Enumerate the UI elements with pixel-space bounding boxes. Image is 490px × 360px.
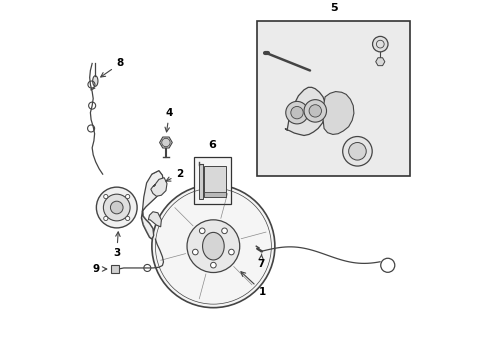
Polygon shape — [141, 171, 164, 239]
Bar — [194, 157, 231, 204]
Polygon shape — [203, 166, 226, 197]
Circle shape — [211, 262, 216, 268]
Circle shape — [104, 216, 108, 221]
Circle shape — [97, 187, 137, 228]
Circle shape — [125, 194, 130, 199]
Ellipse shape — [202, 233, 224, 260]
Circle shape — [110, 201, 123, 214]
Circle shape — [343, 136, 372, 166]
Circle shape — [309, 105, 321, 117]
Text: 7: 7 — [257, 254, 265, 269]
Polygon shape — [160, 137, 172, 148]
Polygon shape — [322, 91, 354, 134]
Text: 4: 4 — [165, 108, 173, 132]
Circle shape — [372, 36, 388, 52]
Circle shape — [152, 185, 275, 308]
Text: 3: 3 — [113, 232, 121, 258]
Circle shape — [103, 194, 130, 221]
Polygon shape — [198, 163, 203, 199]
Polygon shape — [285, 87, 326, 135]
Polygon shape — [151, 177, 167, 196]
Ellipse shape — [93, 76, 98, 86]
Text: 8: 8 — [101, 58, 124, 77]
Circle shape — [104, 194, 108, 199]
Text: 1: 1 — [241, 272, 266, 297]
Circle shape — [162, 138, 170, 147]
Polygon shape — [376, 58, 385, 66]
Bar — [257, 21, 410, 176]
Circle shape — [349, 143, 366, 160]
Text: 5: 5 — [330, 3, 338, 13]
Text: 2: 2 — [166, 169, 184, 181]
Circle shape — [199, 228, 205, 234]
Circle shape — [229, 249, 234, 255]
Circle shape — [125, 216, 130, 221]
Text: 6: 6 — [209, 140, 217, 150]
Circle shape — [221, 228, 227, 234]
Polygon shape — [203, 192, 226, 197]
Text: 9: 9 — [92, 264, 107, 274]
Bar — [111, 265, 119, 273]
Circle shape — [193, 249, 198, 255]
Circle shape — [291, 107, 303, 119]
Circle shape — [187, 220, 240, 273]
Circle shape — [286, 102, 308, 124]
Polygon shape — [148, 212, 161, 227]
Circle shape — [304, 100, 326, 122]
